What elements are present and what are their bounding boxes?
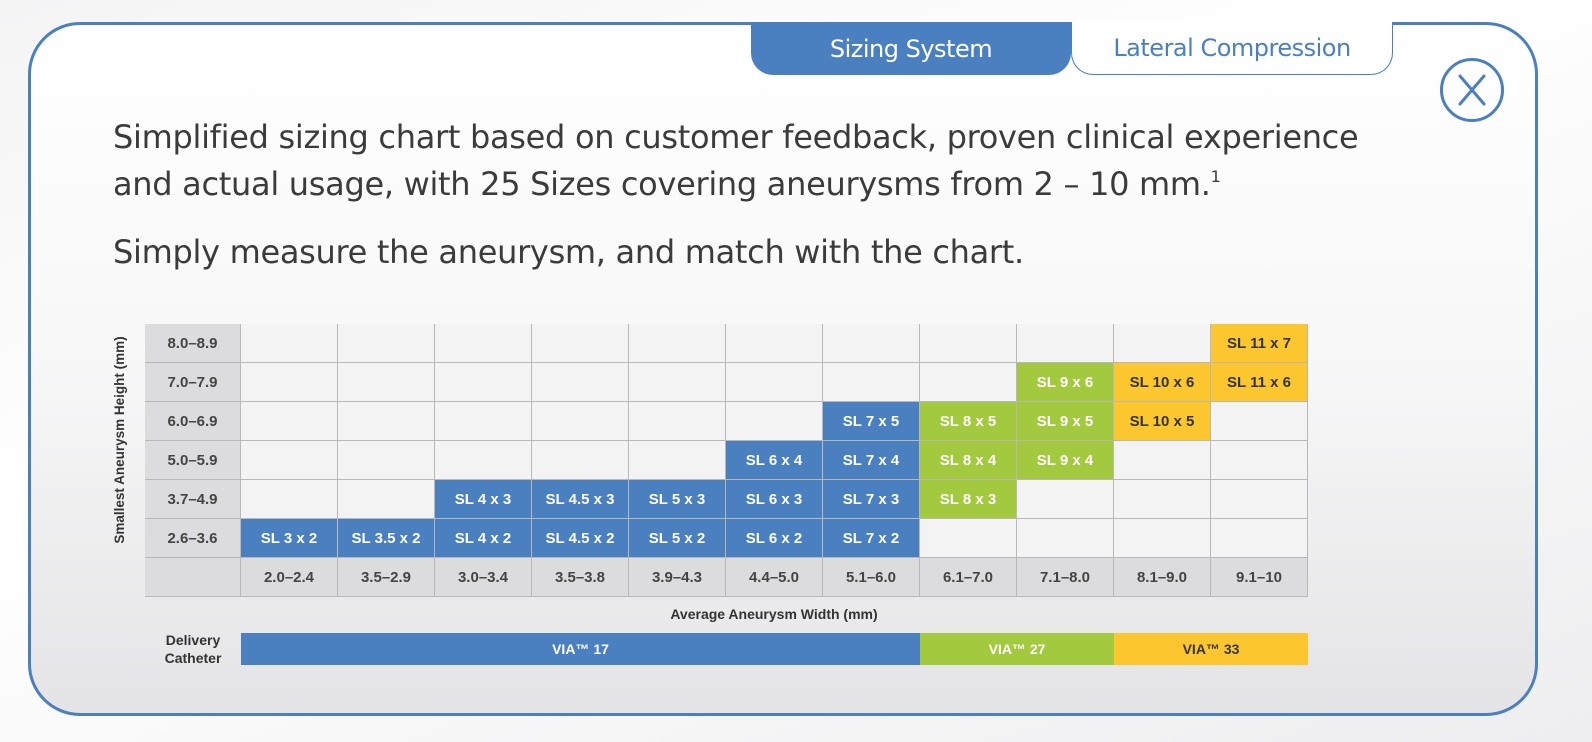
intro-line-3: Simply measure the aneurysm, and match w…	[113, 233, 1024, 271]
empty-cell	[629, 441, 726, 480]
size-cell: SL 7 x 3	[823, 480, 920, 519]
size-cell: SL 4 x 2	[435, 519, 532, 558]
intro-line-2: and actual usage, with 25 Sizes covering…	[113, 165, 1221, 203]
size-cell: SL 11 x 6	[1211, 363, 1308, 402]
size-cell: SL 4.5 x 2	[532, 519, 629, 558]
column-label: 7.1–8.0	[1017, 558, 1114, 597]
size-cell: SL 6 x 3	[726, 480, 823, 519]
empty-cell	[241, 441, 338, 480]
close-icon	[1458, 74, 1486, 106]
empty-cell	[532, 402, 629, 441]
empty-cell	[726, 363, 823, 402]
column-label: 5.1–6.0	[823, 558, 920, 597]
empty-cell	[532, 363, 629, 402]
empty-cell	[1017, 480, 1114, 519]
size-cell: SL 3 x 2	[241, 519, 338, 558]
empty-cell	[532, 441, 629, 480]
catheter-segment: VIA™ 27	[920, 633, 1114, 665]
column-label: 3.9–4.3	[629, 558, 726, 597]
size-cell: SL 9 x 4	[1017, 441, 1114, 480]
empty-cell	[435, 324, 532, 363]
column-label: 2.0–2.4	[241, 558, 338, 597]
empty-cell	[241, 480, 338, 519]
size-cell: SL 9 x 6	[1017, 363, 1114, 402]
empty-cell	[338, 402, 435, 441]
size-cell: SL 11 x 7	[1211, 324, 1308, 363]
empty-cell	[338, 324, 435, 363]
column-label: 8.1–9.0	[1114, 558, 1211, 597]
empty-cell	[435, 402, 532, 441]
tab-lateral-compression[interactable]: Lateral Compression	[1071, 22, 1393, 75]
y-axis-label: Smallest Aneurysm Height (mm)	[112, 336, 127, 544]
size-cell: SL 4 x 3	[435, 480, 532, 519]
empty-cell	[823, 363, 920, 402]
size-cell: SL 10 x 6	[1114, 363, 1211, 402]
size-cell: SL 9 x 5	[1017, 402, 1114, 441]
delivery-catheter-label: Delivery Catheter	[164, 632, 222, 666]
empty-cell	[1211, 402, 1308, 441]
empty-cell	[1017, 519, 1114, 558]
size-cell: SL 8 x 4	[920, 441, 1017, 480]
size-cell: SL 5 x 2	[629, 519, 726, 558]
empty-cell	[920, 519, 1017, 558]
size-cell: SL 7 x 4	[823, 441, 920, 480]
close-button[interactable]	[1440, 58, 1504, 122]
empty-cell	[920, 363, 1017, 402]
empty-cell	[1211, 441, 1308, 480]
corner-cell	[145, 558, 241, 597]
size-cell: SL 3.5 x 2	[338, 519, 435, 558]
size-cell: SL 8 x 3	[920, 480, 1017, 519]
empty-cell	[726, 402, 823, 441]
column-label: 3.5–3.8	[532, 558, 629, 597]
empty-cell	[1114, 441, 1211, 480]
column-label: 4.4–5.0	[726, 558, 823, 597]
empty-cell	[1017, 324, 1114, 363]
empty-cell	[338, 441, 435, 480]
column-label: 3.5–2.9	[338, 558, 435, 597]
row-label: 2.6–3.6	[145, 519, 241, 558]
row-label: 7.0–7.9	[145, 363, 241, 402]
empty-cell	[629, 324, 726, 363]
empty-cell	[1114, 480, 1211, 519]
row-label: 5.0–5.9	[145, 441, 241, 480]
column-label: 9.1–10	[1211, 558, 1308, 597]
empty-cell	[1114, 519, 1211, 558]
x-axis-label: Average Aneurysm Width (mm)	[670, 606, 878, 622]
empty-cell	[920, 324, 1017, 363]
empty-cell	[629, 402, 726, 441]
empty-cell	[629, 363, 726, 402]
intro-line-2-text: and actual usage, with 25 Sizes covering…	[113, 165, 1211, 203]
empty-cell	[726, 324, 823, 363]
column-label: 3.0–3.4	[435, 558, 532, 597]
size-cell: SL 6 x 2	[726, 519, 823, 558]
empty-cell	[241, 324, 338, 363]
empty-cell	[823, 324, 920, 363]
size-cell: SL 10 x 5	[1114, 402, 1211, 441]
catheter-segment: VIA™ 33	[1114, 633, 1308, 665]
row-label: 8.0–8.9	[145, 324, 241, 363]
empty-cell	[1114, 324, 1211, 363]
size-cell: SL 7 x 2	[823, 519, 920, 558]
footnote-ref: 1	[1210, 167, 1221, 186]
size-cell: SL 4.5 x 3	[532, 480, 629, 519]
empty-cell	[435, 363, 532, 402]
size-cell: SL 7 x 5	[823, 402, 920, 441]
empty-cell	[338, 480, 435, 519]
intro-line-1: Simplified sizing chart based on custome…	[113, 118, 1359, 156]
tab-sizing-system[interactable]: Sizing System	[751, 22, 1071, 75]
row-label: 6.0–6.9	[145, 402, 241, 441]
empty-cell	[435, 441, 532, 480]
empty-cell	[241, 402, 338, 441]
size-cell: SL 6 x 4	[726, 441, 823, 480]
empty-cell	[532, 324, 629, 363]
catheter-segment: VIA™ 17	[241, 633, 920, 665]
empty-cell	[1211, 480, 1308, 519]
column-label: 6.1–7.0	[920, 558, 1017, 597]
row-label: 3.7–4.9	[145, 480, 241, 519]
empty-cell	[1211, 519, 1308, 558]
size-cell: SL 5 x 3	[629, 480, 726, 519]
empty-cell	[241, 363, 338, 402]
size-cell: SL 8 x 5	[920, 402, 1017, 441]
empty-cell	[338, 363, 435, 402]
